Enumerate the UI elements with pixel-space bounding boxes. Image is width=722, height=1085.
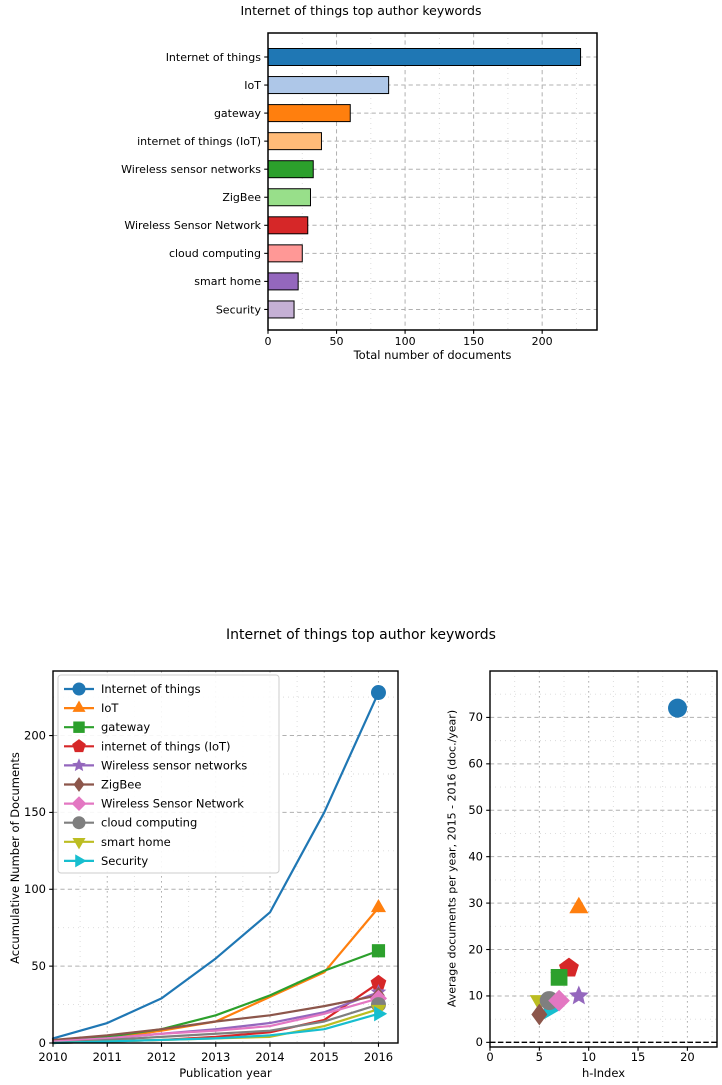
svg-text:0: 0 — [476, 1035, 483, 1049]
svg-text:100: 100 — [24, 882, 46, 896]
svg-text:50: 50 — [31, 959, 46, 973]
top-figure-title: Internet of things top author keywords — [240, 3, 482, 18]
scatter-tick-labels: 0 5 10 15 20 0 10 20 30 40 50 60 70 — [468, 710, 694, 1064]
bar-5 — [267, 188, 311, 207]
svg-text:100: 100 — [395, 335, 416, 348]
svg-text:internet of things (IoT): internet of things (IoT) — [101, 739, 231, 753]
legend: Internet of things IoT gateway internet of … — [57, 674, 280, 874]
bar-chart-xaxis-label: Total number of documents — [353, 348, 512, 362]
line-chart-tick-labels: 2010 2011 2012 2013 2014 2015 2016 0 50 100 150 200 — [24, 728, 393, 1064]
svg-text:internet of things (IoT): internet of things (IoT) — [137, 135, 261, 148]
line-chart-xaxis-label: Publication year — [179, 1066, 272, 1080]
svg-text:2015: 2015 — [310, 1050, 339, 1064]
svg-text:Internet of things: Internet of things — [166, 51, 262, 64]
series-line-5 — [51, 994, 380, 1042]
svg-text:2013: 2013 — [201, 1050, 230, 1064]
scatter-chart-xaxis-label: h-Index — [581, 1066, 626, 1080]
svg-text:ZigBee: ZigBee — [222, 191, 261, 204]
series-line-2 — [51, 949, 380, 1043]
svg-text:IoT: IoT — [101, 701, 119, 715]
bar-9 — [267, 300, 295, 319]
svg-text:IoT: IoT — [244, 79, 261, 92]
svg-text:Wireless Sensor Network: Wireless Sensor Network — [124, 219, 261, 232]
bar-7 — [267, 244, 303, 263]
svg-text:10: 10 — [581, 1050, 596, 1064]
bars — [267, 48, 582, 319]
svg-text:cloud computing: cloud computing — [101, 816, 197, 830]
series-line-9 — [51, 1012, 380, 1045]
line-chart-yaxis-label: Accumulative Number of Documents — [8, 752, 22, 964]
line-chart: 2010 2011 2012 2013 2014 2015 2016 0 50 100 150 200… — [24, 670, 399, 1064]
svg-text:Internet of things: Internet of things — [101, 682, 201, 696]
svg-text:gateway: gateway — [101, 720, 150, 734]
bar-4 — [267, 160, 314, 179]
bar-8 — [267, 272, 299, 291]
svg-text:50: 50 — [330, 335, 344, 348]
svg-text:2012: 2012 — [147, 1050, 176, 1064]
series-line-0 — [51, 691, 380, 1040]
svg-text:30: 30 — [468, 896, 483, 910]
svg-text:150: 150 — [24, 805, 46, 819]
svg-text:smart home: smart home — [194, 275, 261, 288]
svg-text:15: 15 — [631, 1050, 646, 1064]
svg-text:ZigBee: ZigBee — [101, 778, 141, 792]
svg-text:2011: 2011 — [93, 1050, 122, 1064]
svg-text:2014: 2014 — [255, 1050, 284, 1064]
scatter-points — [529, 698, 688, 1026]
svg-text:Wireless Sensor Network: Wireless Sensor Network — [101, 797, 244, 811]
svg-text:smart home: smart home — [101, 835, 171, 849]
svg-text:Security: Security — [101, 854, 148, 868]
svg-text:2016: 2016 — [364, 1050, 393, 1064]
bar-3 — [267, 132, 322, 151]
bar-chart: 0 50 100 150 200 Internet of things IoT gateway… — [121, 32, 598, 348]
svg-text:200: 200 — [532, 335, 553, 348]
svg-text:Wireless sensor networks: Wireless sensor networks — [101, 758, 247, 772]
bar-chart-tick-labels: 0 50 100 150 200 Internet of things IoT gateway… — [121, 51, 553, 348]
svg-text:20: 20 — [680, 1050, 695, 1064]
svg-text:5: 5 — [536, 1050, 543, 1064]
svg-text:200: 200 — [24, 728, 46, 742]
series-line-6 — [51, 997, 380, 1043]
series-line-7 — [51, 1003, 380, 1045]
svg-text:0: 0 — [486, 1050, 493, 1064]
bar-2 — [267, 104, 351, 123]
svg-text:cloud computing: cloud computing — [169, 247, 261, 260]
bottom-figure-title: Internet of things top author keywords — [226, 627, 496, 643]
bar-0 — [267, 48, 582, 66]
svg-text:Security: Security — [216, 303, 262, 316]
svg-text:2010: 2010 — [38, 1050, 67, 1064]
svg-text:10: 10 — [468, 989, 483, 1003]
svg-text:gateway: gateway — [214, 107, 262, 120]
svg-text:20: 20 — [468, 942, 483, 956]
bar-1 — [267, 76, 390, 95]
series-lines — [51, 685, 388, 1045]
svg-text:0: 0 — [39, 1036, 46, 1050]
bar-6 — [267, 216, 309, 235]
svg-text:50: 50 — [468, 803, 483, 817]
scatter-chart: 0 5 10 15 20 0 10 20 30 40 50 60 70 — [468, 670, 718, 1064]
svg-text:40: 40 — [468, 849, 483, 863]
svg-text:60: 60 — [468, 757, 483, 771]
svg-text:Wireless sensor networks: Wireless sensor networks — [121, 163, 261, 176]
scatter-chart-yaxis-label: Average documents per year, 2015 - 2016 … — [445, 709, 459, 1008]
svg-text:70: 70 — [468, 710, 483, 724]
svg-text:150: 150 — [463, 335, 484, 348]
svg-text:0: 0 — [265, 335, 272, 348]
